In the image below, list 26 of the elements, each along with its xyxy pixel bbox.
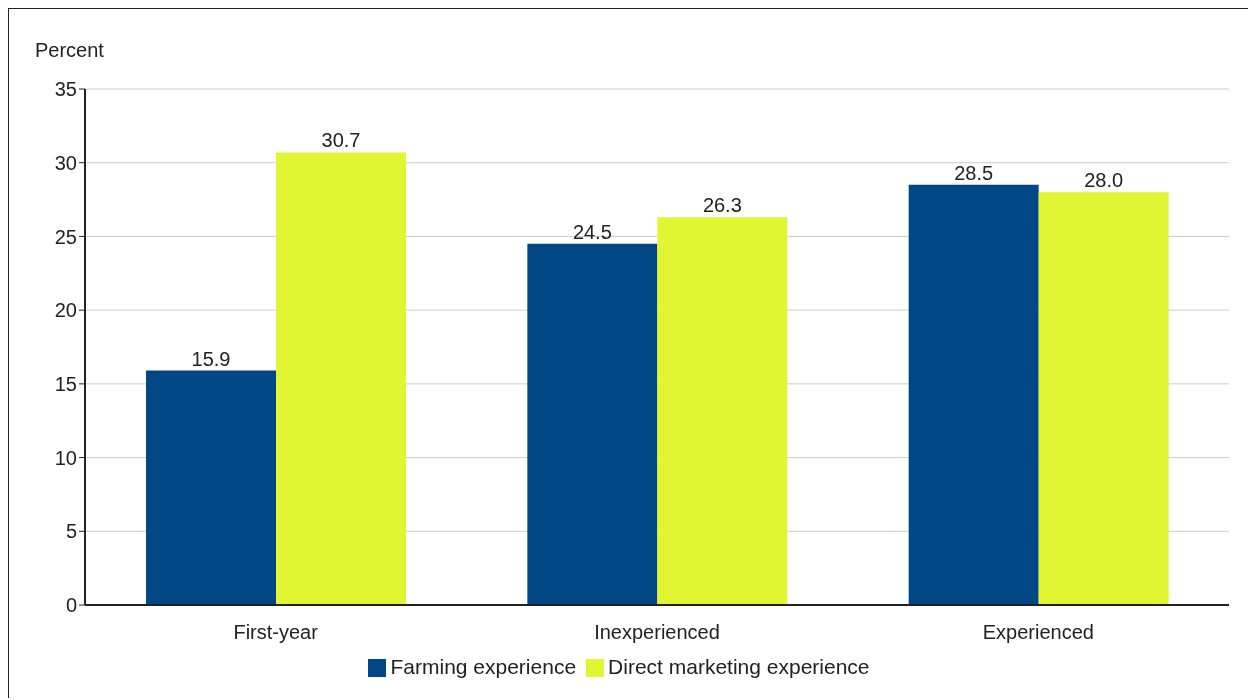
data-label: 15.9: [191, 347, 231, 370]
y-tick-label: 35: [54, 78, 77, 101]
bar: [527, 243, 658, 605]
bar: [276, 152, 407, 605]
legend-label: Direct marketing experience: [608, 655, 870, 678]
y-axis-title: Percent: [35, 39, 104, 62]
x-tick-label: Experienced: [982, 621, 1094, 644]
y-tick-label: 5: [65, 520, 77, 543]
x-tick-label: First-year: [233, 621, 319, 644]
bar: [908, 184, 1039, 605]
bar: [146, 370, 277, 605]
y-tick-label: 0: [65, 594, 77, 617]
y-tick-label: 30: [54, 151, 77, 174]
legend-label: Farming experience: [390, 655, 577, 678]
y-tick-label: 15: [54, 372, 77, 395]
y-tick-label: 25: [54, 225, 77, 248]
y-tick-label: 20: [54, 299, 77, 322]
data-label: 30.7: [321, 129, 361, 152]
data-label: 28.0: [1084, 169, 1124, 192]
x-tick-label: Inexperienced: [594, 621, 720, 644]
data-label: 24.5: [572, 220, 612, 243]
bar: [1038, 192, 1169, 605]
data-label: 28.5: [954, 161, 994, 184]
y-tick-label: 10: [54, 446, 77, 469]
data-label: 26.3: [702, 194, 742, 217]
bar: [657, 217, 788, 605]
